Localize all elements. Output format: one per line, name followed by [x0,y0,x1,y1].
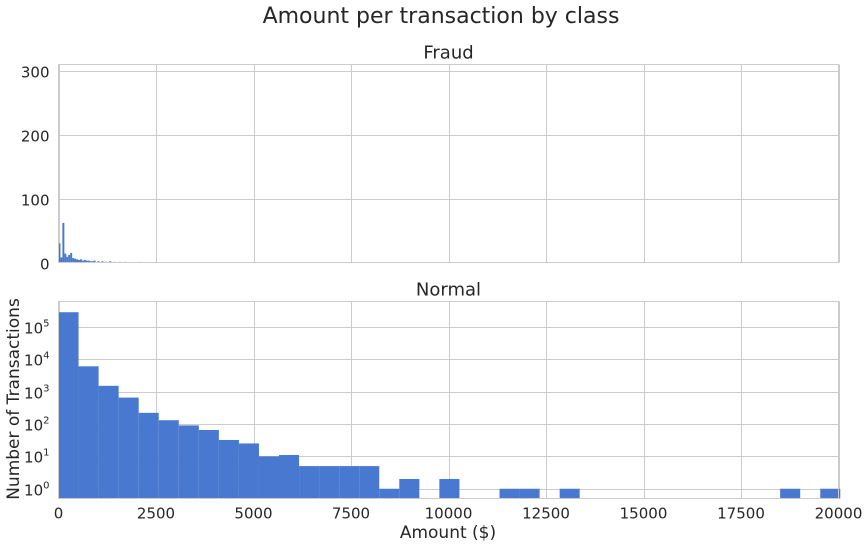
histogram-bar [820,488,841,499]
histogram-bar [319,466,340,499]
histogram-bar [780,488,801,499]
histogram-bar [339,466,360,499]
y-tick-label: 103 [24,384,49,403]
axes-frame [58,64,839,263]
histogram-bar [258,456,280,499]
histogram-bar [89,261,92,263]
histogram-bar [138,412,159,499]
x-tick-label: 20000 [815,505,863,523]
x-tick-label: 0 [54,505,64,523]
y-tick-label: 0 [40,256,50,274]
histogram-bar [101,261,104,263]
y-axis-label: Number of Transactions [4,298,24,500]
normal-axes: Normal 0 2500 5000 7500 10000 12500 15000 17500 2… [24,280,862,523]
axes-title: Normal [416,280,481,301]
histogram-bar [499,488,520,499]
y-tick-label: 101 [24,448,49,467]
histogram-bar [299,466,320,499]
histogram-bar [64,253,67,263]
x-tick-label: 10000 [425,505,473,523]
histogram-bar [72,258,75,263]
x-tick-label: 2500 [137,505,175,523]
histogram-bar [98,385,119,499]
y-tick-label: 100 [24,481,49,500]
axes-frame [58,301,839,499]
histogram-bar [81,260,84,263]
histogram-bar [238,443,259,499]
histogram-bar [76,259,78,263]
histogram-bar [109,261,112,263]
y-tick-label: 300 [21,64,50,82]
x-tick-label: 17500 [717,505,765,523]
histogram-bar [83,259,86,263]
fraud-axes: Fraud 0 100 200 300 [21,43,840,274]
x-tick-label: 12500 [522,505,570,523]
histogram-bar [279,454,300,499]
histogram-bar [91,261,94,263]
histogram-bar [78,259,80,263]
y-tick-label: 104 [24,351,49,370]
x-tick-label: 15000 [620,505,668,523]
histogram-bar [58,312,79,499]
histogram-bar [559,488,580,499]
figure-title: Amount per transaction by class [263,4,620,29]
x-tick-label: 7500 [332,505,370,523]
axes-title: Fraud [423,43,473,64]
histogram-bar [70,252,73,263]
histogram-bar [79,259,82,263]
histogram-bar [78,366,99,499]
y-tick-label: 102 [24,416,49,435]
x-axis-label: Amount ($) [400,523,496,543]
histogram-bar [359,466,380,499]
histogram-bar [118,397,139,499]
y-tick-label: 100 [21,192,50,210]
histogram-bar [87,260,90,263]
histogram-bar [58,243,61,263]
histogram-bar [158,420,179,499]
histogram-bar [85,260,88,263]
histogram-bar [62,222,65,263]
histogram-bar [97,261,100,263]
histogram-bar [68,254,71,263]
y-tick-label: 105 [24,319,49,338]
histogram-bar [93,260,96,263]
y-tick-label: 200 [21,128,50,146]
x-tick-label: 5000 [234,505,272,523]
histogram-bar [198,429,219,499]
histogram-bar [379,488,400,499]
histogram-bar [399,478,420,499]
histogram-bar [74,258,77,263]
histogram-bar [218,439,239,499]
histogram-bar [178,425,199,499]
histogram-bar [519,488,540,499]
histogram-bar [66,256,69,263]
histogram-bar [60,257,63,263]
histogram-bar [439,478,460,499]
